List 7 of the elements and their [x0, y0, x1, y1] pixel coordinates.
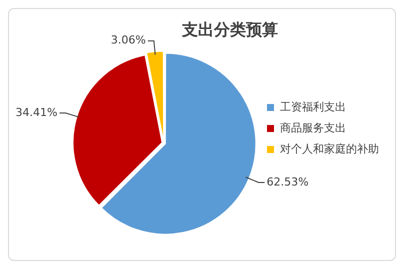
legend-label: 工资福利支出: [280, 100, 346, 114]
chart-title: 支出分类预算: [181, 20, 278, 39]
data-label: 62.53%: [266, 175, 309, 188]
data-label: 34.41%: [16, 106, 58, 119]
legend-label: 商品服务支出: [280, 121, 346, 134]
legend-label: 对个人和家庭的补助: [280, 142, 379, 156]
data-label: 3.06%: [110, 34, 146, 47]
